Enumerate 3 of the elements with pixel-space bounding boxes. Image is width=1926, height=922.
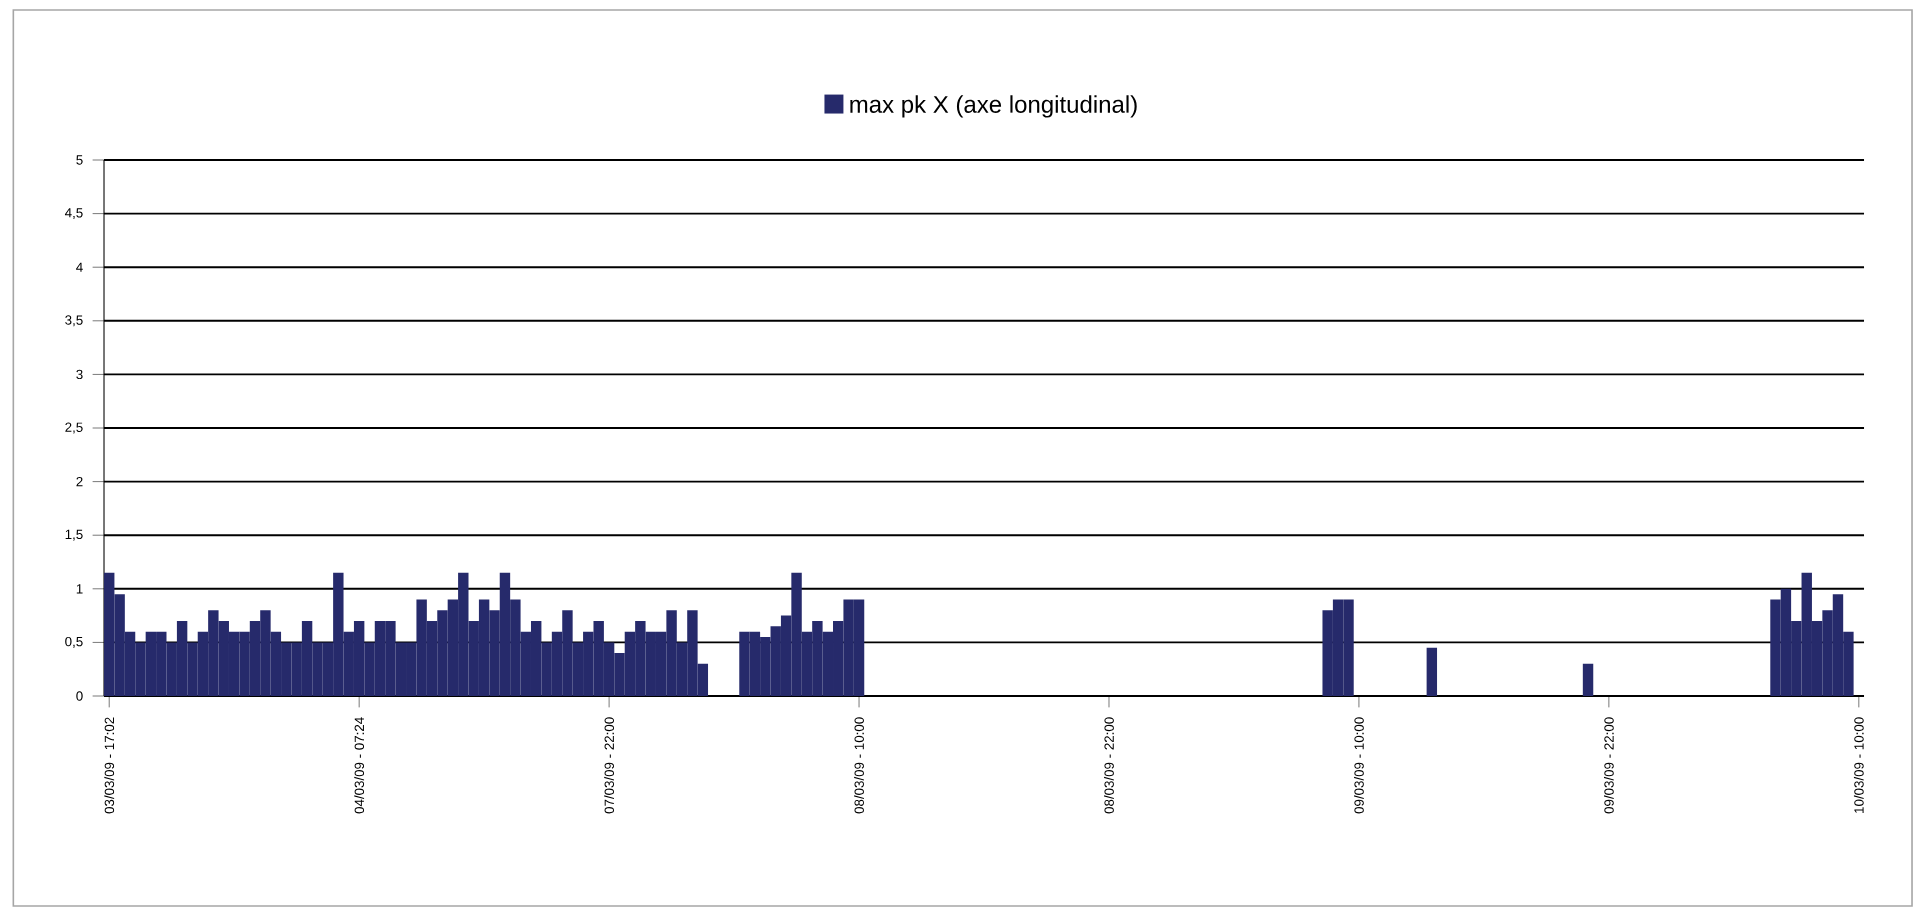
bar (1426, 647, 1438, 696)
bar (1582, 663, 1594, 696)
legend-label: max pk X (axe longitudinal) (850, 95, 1137, 118)
